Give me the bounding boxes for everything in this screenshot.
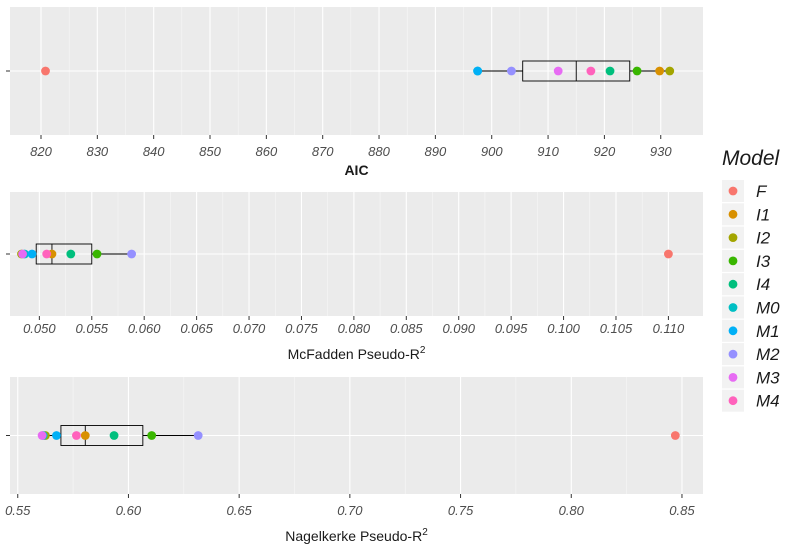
x-tick-label: 930 — [650, 144, 672, 159]
x-tick-label: 0.60 — [116, 503, 142, 518]
point-m3 — [553, 66, 563, 76]
x-tick-label: 0.075 — [285, 321, 318, 336]
x-tick-label: 920 — [594, 144, 616, 159]
legend-swatch-m1 — [728, 326, 738, 336]
point-i4 — [605, 66, 615, 76]
legend-swatch-m2 — [728, 349, 738, 359]
legend-swatch-f — [728, 186, 738, 196]
legend-label: I2 — [756, 229, 771, 248]
legend-swatch-i3 — [728, 256, 738, 266]
point-i1 — [80, 431, 90, 440]
point-i1 — [655, 66, 665, 76]
x-tick-label: 0.080 — [338, 321, 371, 336]
x-tick-label: 0.100 — [547, 321, 580, 336]
x-tick-label: 880 — [368, 144, 390, 159]
legend-swatch-m4 — [728, 396, 738, 406]
x-tick-label: 0.070 — [233, 321, 266, 336]
x-tick-label: 0.060 — [128, 321, 161, 336]
x-axis-title: Nagelkerke Pseudo-R2 — [285, 527, 428, 544]
x-axis-title: McFadden Pseudo-R2 — [288, 345, 426, 362]
point-m2 — [507, 66, 516, 76]
legend-label: M2 — [756, 345, 780, 364]
legend-swatch-i1 — [728, 209, 738, 219]
x-tick-label: 870 — [312, 144, 334, 159]
legend-swatch-i4 — [728, 279, 738, 289]
point-m1 — [473, 66, 483, 76]
x-tick-label: 910 — [537, 144, 559, 159]
chart-panel-3: 0.55 0.60 0.65 0.70 0.75 0.80 0.85 Nagelkerke P… — [5, 377, 703, 544]
point-f — [41, 66, 50, 76]
point-m4 — [42, 249, 52, 259]
legend-label: M3 — [756, 368, 780, 387]
legend-label: I3 — [756, 252, 771, 271]
legend-label: I1 — [756, 205, 770, 224]
point-f — [670, 431, 680, 440]
x-tick-label: 0.80 — [559, 503, 585, 518]
x-tick-label: 0.65 — [226, 503, 252, 518]
point-i3 — [92, 249, 102, 259]
x-tick-label: 0.085 — [390, 321, 423, 336]
point-i3 — [632, 66, 642, 76]
point-m3 — [37, 431, 47, 440]
point-m4 — [72, 431, 81, 440]
x-tick-label: 900 — [481, 144, 503, 159]
point-m1 — [27, 249, 37, 259]
x-tick-label: 0.095 — [495, 321, 528, 336]
x-tick-label: 830 — [86, 144, 108, 159]
x-tick-label: 0.105 — [600, 321, 633, 336]
x-tick-label: 0.85 — [669, 503, 695, 518]
x-axis-title: AIC — [344, 162, 368, 178]
x-tick-label: 0.065 — [180, 321, 213, 336]
point-m3 — [18, 249, 27, 259]
legend-swatch-i2 — [728, 233, 738, 243]
point-i4 — [66, 249, 76, 259]
chart-panel-1: 820 830 840 850 860 870 880 890 900 910 920 930 AIC — [6, 7, 703, 178]
legend-swatch-m0 — [728, 303, 738, 312]
legend-label: F — [756, 182, 768, 201]
x-tick-label: 0.55 — [5, 503, 31, 518]
x-tick-label: 0.050 — [23, 321, 56, 336]
point-i2 — [665, 66, 675, 76]
x-tick-label: 0.75 — [448, 503, 474, 518]
point-m4 — [586, 66, 596, 76]
box — [60, 425, 144, 446]
x-tick-label: 840 — [143, 144, 165, 159]
point-m2 — [193, 431, 203, 440]
point-f — [664, 249, 673, 259]
x-tick-label: 0.70 — [337, 503, 363, 518]
x-tick-label: 0.110 — [653, 321, 685, 336]
legend-label: M4 — [756, 392, 780, 411]
legend: Model F I1 I2 I3 I4 M0 M1 M2 M3 M4 — [722, 147, 781, 412]
x-tick-label: 860 — [256, 144, 278, 159]
legend-swatch-m3 — [728, 373, 738, 382]
legend-label: M0 — [756, 299, 780, 318]
legend-label: M1 — [756, 322, 780, 341]
legend-title: Model — [722, 147, 781, 170]
chart-panel-2: 0.050 0.055 0.060 0.065 0.070 0.075 0.080 0.085… — [6, 192, 703, 362]
point-m1 — [52, 431, 61, 440]
point-i4 — [109, 431, 119, 440]
x-tick-label: 0.090 — [442, 321, 475, 336]
x-tick-label: 0.055 — [76, 321, 109, 336]
point-m2 — [127, 249, 137, 259]
x-tick-label: 890 — [425, 144, 447, 159]
x-tick-label: 850 — [199, 144, 221, 159]
point-i3 — [147, 431, 157, 440]
x-tick-label: 820 — [30, 144, 52, 159]
legend-label: I4 — [756, 275, 770, 294]
